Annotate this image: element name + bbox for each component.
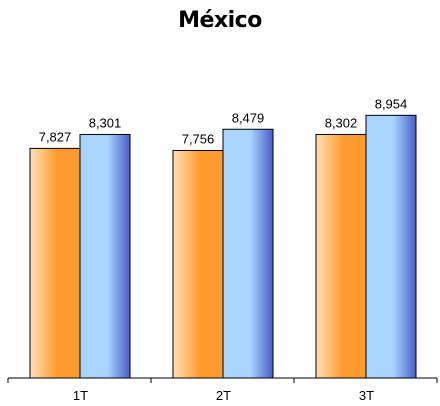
x-tick-label-3T: 3T [359, 388, 374, 403]
bar-2T-series-2 [222, 128, 274, 379]
bar-1T-series-1 [29, 147, 81, 379]
data-label-3T-series-2: 8,954 [375, 96, 408, 111]
x-tick-label-2T: 2T [216, 388, 231, 403]
bar-3T-series-1 [315, 133, 367, 379]
data-label-1T-series-1: 7,827 [39, 129, 72, 144]
x-tick-label-1T: 1T [73, 388, 88, 403]
data-label-2T-series-2: 8,479 [232, 110, 265, 125]
bar-1T-series-2 [79, 133, 131, 379]
data-label-2T-series-1: 7,756 [182, 131, 215, 146]
chart-title: México [178, 8, 262, 33]
bar-3T-series-2 [365, 114, 417, 379]
data-label-1T-series-2: 8,301 [89, 115, 122, 130]
data-label-3T-series-1: 8,302 [325, 115, 358, 130]
bar-2T-series-1 [172, 149, 224, 379]
